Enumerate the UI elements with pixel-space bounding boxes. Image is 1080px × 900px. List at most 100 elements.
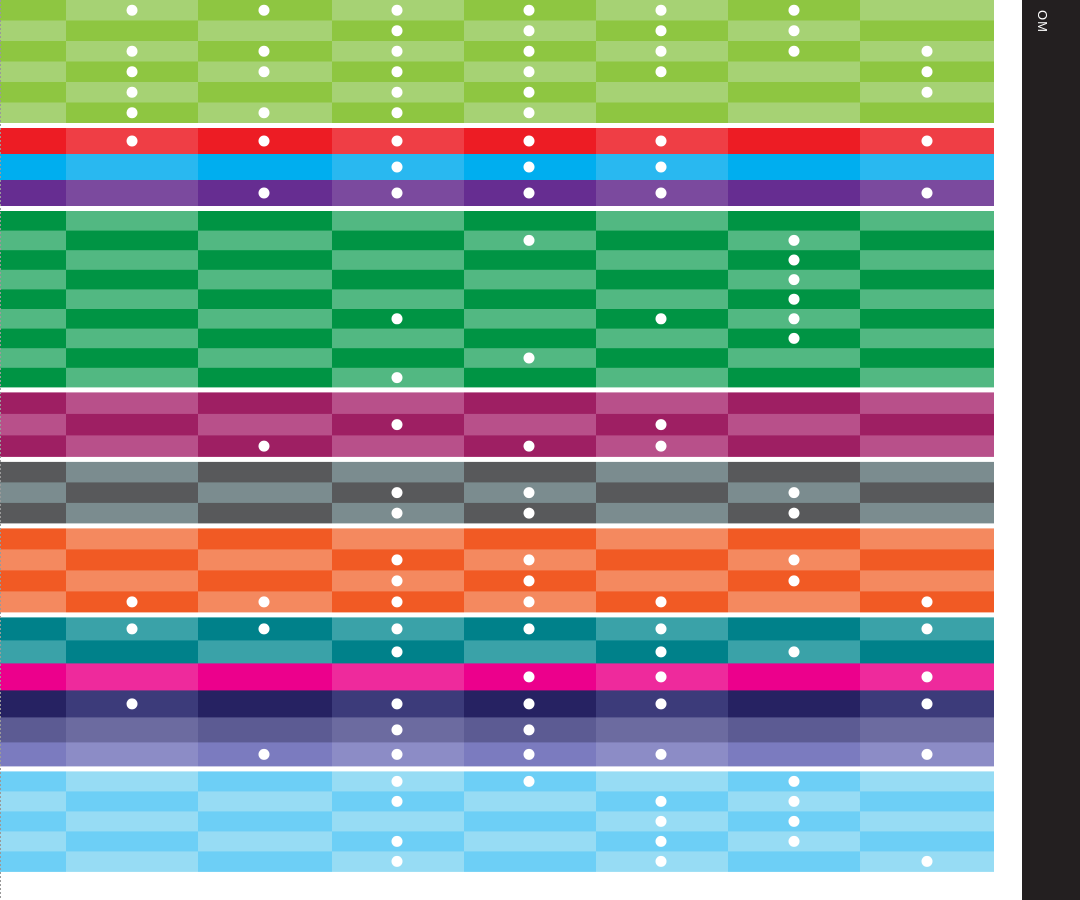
- data-dots: [126, 4, 933, 867]
- data-dot: [391, 795, 403, 807]
- data-dot: [523, 507, 535, 519]
- cell-lavender: [728, 742, 860, 767]
- cell-purple: [728, 180, 860, 207]
- data-dot: [391, 748, 403, 760]
- cell-teal: [66, 640, 198, 664]
- cell-teal: [464, 640, 596, 664]
- data-dot: [523, 698, 535, 710]
- cell-purple: [66, 180, 198, 207]
- data-dot: [788, 835, 800, 847]
- cell-light_blue: [728, 851, 860, 872]
- cell-green: [0, 230, 66, 251]
- group-separator: [0, 523, 994, 529]
- cell-green: [66, 348, 198, 369]
- data-dot: [788, 815, 800, 827]
- cell-green: [66, 269, 198, 290]
- data-dot: [921, 855, 933, 867]
- cell-orange: [198, 570, 332, 592]
- data-dot: [391, 835, 403, 847]
- cell-plum: [728, 413, 860, 436]
- cell-green: [860, 250, 994, 271]
- cell-green: [728, 367, 860, 388]
- data-dot: [655, 4, 667, 16]
- data-dot: [921, 698, 933, 710]
- cell-green: [860, 367, 994, 388]
- data-dot: [391, 575, 403, 587]
- cell-orange: [596, 549, 728, 571]
- cell-green: [860, 348, 994, 369]
- data-dot: [523, 487, 535, 499]
- data-dot: [391, 419, 403, 431]
- cell-plum: [66, 435, 198, 458]
- cell-green: [860, 289, 994, 310]
- data-dot: [391, 187, 403, 199]
- cell-plum: [728, 435, 860, 458]
- cell-green: [198, 211, 332, 232]
- cell-plum: [728, 392, 860, 415]
- cell-orange: [596, 528, 728, 550]
- data-dot: [655, 815, 667, 827]
- cell-magenta: [0, 663, 66, 691]
- cell-green: [860, 328, 994, 349]
- data-dot: [523, 25, 535, 37]
- data-dot: [258, 596, 270, 608]
- cell-lime: [596, 102, 728, 124]
- data-dot: [788, 487, 800, 499]
- data-dot: [655, 45, 667, 57]
- cell-green: [198, 230, 332, 251]
- cell-green: [66, 250, 198, 271]
- cell-green: [596, 211, 728, 232]
- cell-green: [464, 211, 596, 232]
- cell-green: [596, 230, 728, 251]
- cell-green: [860, 230, 994, 251]
- cell-plum: [860, 392, 994, 415]
- cell-light_blue: [66, 831, 198, 852]
- cell-orange: [860, 570, 994, 592]
- cell-green: [0, 367, 66, 388]
- data-dot: [258, 66, 270, 78]
- cell-orange: [0, 570, 66, 592]
- cell-green: [332, 211, 464, 232]
- cell-orange: [860, 528, 994, 550]
- cell-red: [728, 128, 860, 155]
- cell-lime: [0, 102, 66, 124]
- data-dot: [391, 507, 403, 519]
- cell-green: [66, 289, 198, 310]
- cell-lime: [860, 0, 994, 21]
- cell-green: [464, 367, 596, 388]
- cell-orange: [332, 528, 464, 550]
- data-dot: [523, 596, 535, 608]
- data-dot: [391, 554, 403, 566]
- data-dot: [788, 795, 800, 807]
- cell-light_blue: [198, 811, 332, 832]
- cell-plum: [0, 392, 66, 415]
- data-dot: [921, 671, 933, 683]
- data-dot: [523, 671, 535, 683]
- cell-lime: [0, 82, 66, 103]
- cell-light_blue: [66, 851, 198, 872]
- cell-green: [0, 348, 66, 369]
- cell-teal: [198, 640, 332, 664]
- cell-plum: [0, 413, 66, 436]
- cell-sky: [0, 154, 66, 181]
- data-dot: [391, 4, 403, 16]
- cell-lime: [728, 102, 860, 124]
- cell-orange: [0, 528, 66, 550]
- cell-purple: [0, 180, 66, 207]
- cell-green: [198, 269, 332, 290]
- data-dot: [788, 554, 800, 566]
- data-dot: [655, 646, 667, 658]
- data-dot: [655, 596, 667, 608]
- cell-navy: [728, 690, 860, 718]
- cell-orange: [728, 591, 860, 613]
- data-dot: [391, 775, 403, 787]
- data-dot: [126, 698, 138, 710]
- cell-sky: [860, 154, 994, 181]
- data-dot: [126, 623, 138, 635]
- cell-plum: [596, 392, 728, 415]
- cell-slate: [0, 461, 66, 483]
- cell-slate: [860, 482, 994, 504]
- cell-green: [596, 348, 728, 369]
- cell-green: [66, 211, 198, 232]
- cell-orange: [66, 549, 198, 571]
